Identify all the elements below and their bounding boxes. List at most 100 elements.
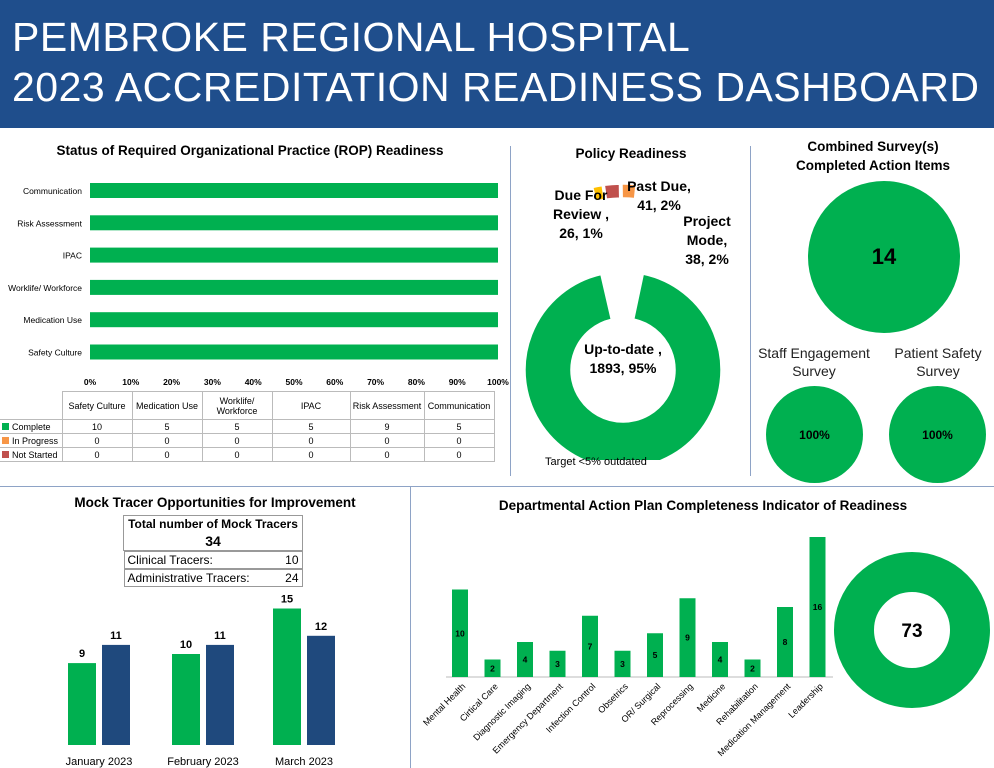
row-label: Not Started (12, 449, 58, 460)
mock-title: Mock Tracer Opportunities for Improvemen… (74, 495, 356, 510)
policy-donut-chart: Due For Review , 26, 1% Past Due, 41, 2%Proj… (524, 178, 731, 460)
col-header: Medication Use (131, 391, 203, 420)
bar (582, 615, 598, 677)
cell: 5 (271, 419, 351, 434)
category-label: Obsetrics (596, 681, 630, 715)
x-tick-label: 80% (408, 377, 425, 387)
rop-table: Safety Culture Medication Use Worklife/ … (0, 391, 495, 462)
bar (172, 654, 200, 745)
slice-project-mode (621, 183, 637, 200)
category-label: Mental Health (421, 681, 467, 727)
slice-up-to-date (524, 273, 722, 460)
bar (809, 537, 826, 677)
staff-survey-label: Staff Engagement Survey (758, 345, 870, 379)
rop-chart: Communication Risk Assessment IPAC Worklife… (8, 183, 509, 387)
divider (0, 486, 994, 487)
bar-complete (90, 344, 498, 360)
x-tick-label: 50% (285, 377, 302, 387)
bar (68, 663, 96, 745)
category-label: Safety Culture (28, 348, 82, 358)
bar (712, 642, 728, 677)
data-label: 3 (620, 659, 625, 669)
category-label: Medication Use (23, 315, 82, 325)
cell: 0 (201, 447, 273, 462)
bar (647, 633, 663, 677)
legend-swatch (2, 422, 9, 430)
col-header: Worklife/ Workforce (201, 391, 273, 420)
category-label: IPAC (63, 251, 82, 261)
bar-complete (90, 183, 498, 198)
cell: 9 (349, 419, 425, 434)
row-value: 24 (285, 571, 299, 585)
cell: 0 (349, 447, 425, 462)
bar (614, 650, 631, 677)
bar (679, 598, 696, 677)
table-row: Administrative Tracers: 24 (123, 569, 303, 587)
bar (549, 650, 566, 677)
hospital-name: PEMBROKE REGIONAL HOSPITAL (12, 14, 691, 60)
cell: 0 (131, 447, 203, 462)
category-label: Diagnostic Imaging (471, 681, 532, 742)
legend-swatch (2, 436, 9, 444)
data-label: 4 (523, 655, 528, 665)
bar (517, 642, 533, 677)
dept-title: Departmental Action Plan Completeness In… (498, 498, 908, 513)
category-label: Communication (23, 186, 82, 196)
x-tick-label: 40% (245, 377, 262, 387)
cell: 0 (349, 433, 425, 448)
col-header: Communication (423, 391, 495, 420)
cell: 5 (131, 419, 203, 434)
data-label: 12 (315, 621, 327, 633)
cell: 0 (271, 447, 351, 462)
row-label: Complete (12, 421, 51, 432)
label-due-for-review: Due For Review , 26, 1% (553, 187, 609, 241)
x-tick-label: 10% (122, 377, 139, 387)
x-tick-label: 20% (163, 377, 180, 387)
table-header: Total number of Mock Tracers (123, 515, 303, 532)
category-label: March 2023 (275, 756, 333, 768)
row-label: Administrative Tracers: (127, 571, 250, 585)
data-label: 3 (555, 659, 560, 669)
bar-complete (90, 247, 498, 263)
total-donut-value: 73 (901, 621, 922, 642)
cell: 10 (61, 419, 133, 434)
data-label: 9 (79, 648, 85, 660)
slice-due-for-review (591, 184, 606, 202)
dashboard-title: 2023 ACCREDITATION READINESS DASHBOARD (12, 64, 980, 110)
col-header: Safety Culture (61, 391, 133, 420)
row-label: Clinical Tracers: (127, 553, 213, 567)
x-tick-label: 70% (367, 377, 384, 387)
col-header: IPAC (271, 391, 351, 420)
bar (777, 607, 793, 677)
cell: 0 (423, 433, 495, 448)
data-label: 7 (588, 641, 593, 651)
cell: 0 (423, 447, 495, 462)
slice-past-due (603, 183, 621, 201)
bar (452, 589, 468, 677)
rop-title: Status of Required Organizational Practi… (56, 143, 444, 158)
bar-complete (90, 215, 498, 231)
total-mock-tracers: 34 (123, 532, 303, 551)
data-label: 5 (653, 650, 658, 660)
bar (307, 635, 335, 745)
bar (102, 644, 130, 745)
category-label: January 2023 (66, 756, 133, 768)
cell: 0 (61, 447, 133, 462)
cell: 0 (131, 433, 203, 448)
data-label: 16 (813, 602, 823, 612)
data-label: 9 (685, 633, 690, 643)
data-label: 10 (180, 639, 192, 651)
label-project-mode: Project Mode, 38, 2% (683, 213, 731, 267)
x-tick-label: 90% (449, 377, 466, 387)
data-label: 11 (110, 630, 122, 642)
x-tick-label: 30% (204, 377, 221, 387)
category-label: Worklife/ Workforce (8, 283, 82, 293)
cell: 5 (201, 419, 273, 434)
data-label: 2 (750, 663, 755, 673)
data-label: 15 (281, 594, 293, 606)
survey-title: Combined Survey(s) Completed Action Items (795, 139, 951, 173)
mock-tracer-chart: 9 11 January 2023 10 11 February 2023 15 12 Marc… (66, 594, 335, 768)
policy-title: Policy Readiness (575, 146, 687, 161)
